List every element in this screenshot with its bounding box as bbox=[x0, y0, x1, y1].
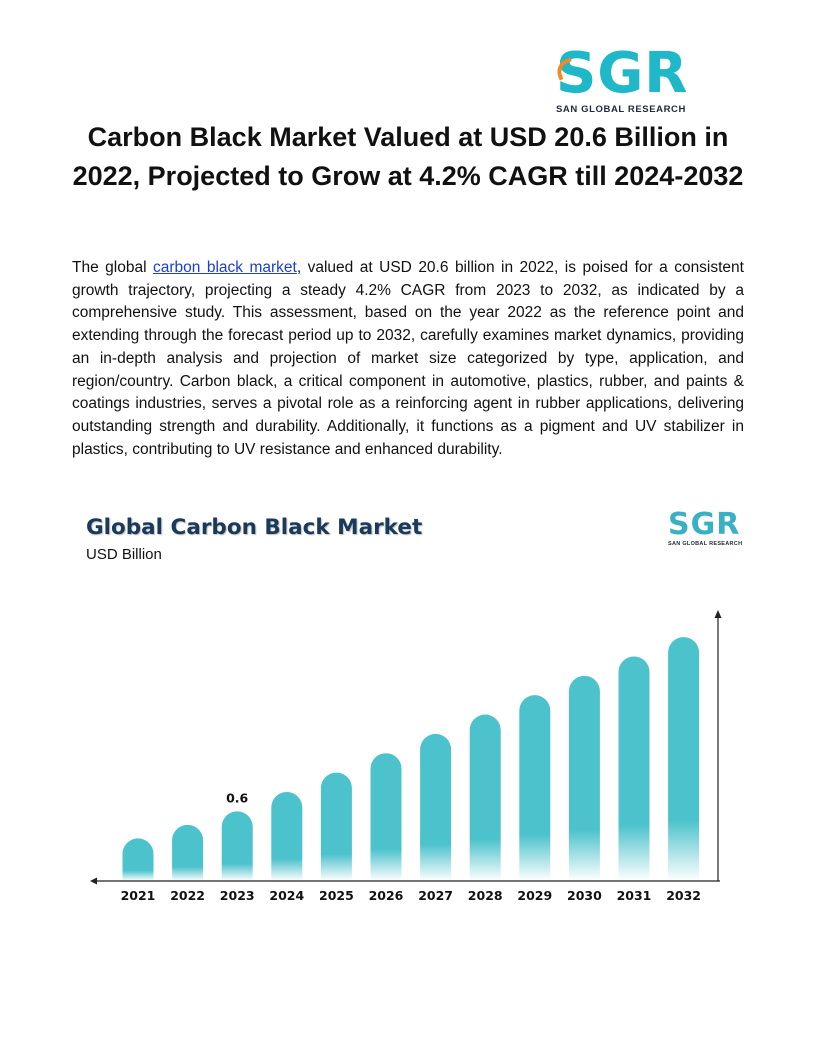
bar-2025 bbox=[320, 772, 352, 881]
bar-2032 bbox=[668, 637, 700, 881]
bar-2031 bbox=[618, 656, 650, 881]
x-tick-label-2032: 2032 bbox=[666, 888, 701, 903]
bar-2029 bbox=[519, 695, 551, 881]
bar-2026 bbox=[370, 753, 402, 881]
bar-2021 bbox=[122, 838, 154, 881]
x-tick-label-2027: 2027 bbox=[418, 888, 453, 903]
market-bar-chart: 2021 2022 2023 2024 2025 2026 2027 2028 2029 2030… bbox=[90, 610, 722, 903]
intro-text-rest: , valued at USD 20.6 billion in 2022, is… bbox=[72, 259, 744, 458]
bar-2023 bbox=[221, 811, 253, 881]
x-tick-label-2024: 2024 bbox=[269, 888, 304, 903]
x-tick-label-2029: 2029 bbox=[517, 888, 552, 903]
chart-title: Global Carbon Black Market bbox=[86, 515, 423, 540]
x-tick-label-2023: 2023 bbox=[220, 888, 255, 903]
y-axis-arrow-icon bbox=[714, 610, 722, 618]
x-tick-label-2028: 2028 bbox=[468, 888, 503, 903]
x-tick-label-2030: 2030 bbox=[567, 888, 602, 903]
carbon-black-market-link[interactable]: carbon black market bbox=[153, 259, 297, 276]
chart-unit-label: USD Billion bbox=[86, 546, 162, 563]
logo-tagline: SAN GLOBAL RESEARCH bbox=[556, 104, 686, 115]
chart-sgr-logo: SGR SAN GLOBAL RESEARCH bbox=[668, 507, 748, 548]
x-tick-label-2026: 2026 bbox=[369, 888, 404, 903]
x-tick-label-2031: 2031 bbox=[617, 888, 652, 903]
x-tick-labels: 2021 2022 2023 2024 2025 2026 2027 2028 2029 2030… bbox=[121, 888, 701, 903]
chart-logo-tagline: SAN GLOBAL RESEARCH bbox=[668, 541, 743, 547]
x-axis-arrow-icon bbox=[90, 877, 97, 885]
intro-text-start: The global bbox=[72, 259, 153, 276]
chart-logo-mark: SGR bbox=[668, 507, 741, 542]
x-tick-label-2021: 2021 bbox=[121, 888, 156, 903]
bar-2030 bbox=[568, 675, 600, 881]
bar-2022 bbox=[172, 824, 204, 881]
x-tick-label-2022: 2022 bbox=[170, 888, 205, 903]
bar-series bbox=[122, 637, 700, 881]
bar-2027 bbox=[420, 733, 452, 881]
bar-2028 bbox=[469, 714, 501, 881]
data-label-2023: 0.6 bbox=[226, 790, 248, 805]
page-title: Carbon Black Market Valued at USD 20.6 B… bbox=[72, 122, 744, 191]
intro-paragraph: The global carbon black market, valued a… bbox=[72, 257, 744, 461]
bar-2024 bbox=[271, 791, 303, 881]
logo-mark: SGR bbox=[556, 41, 689, 106]
x-tick-label-2025: 2025 bbox=[319, 888, 354, 903]
sgr-logo: SGR SAN GLOBAL RESEARCH bbox=[556, 41, 706, 116]
data-labels: 0.6 bbox=[226, 790, 248, 805]
